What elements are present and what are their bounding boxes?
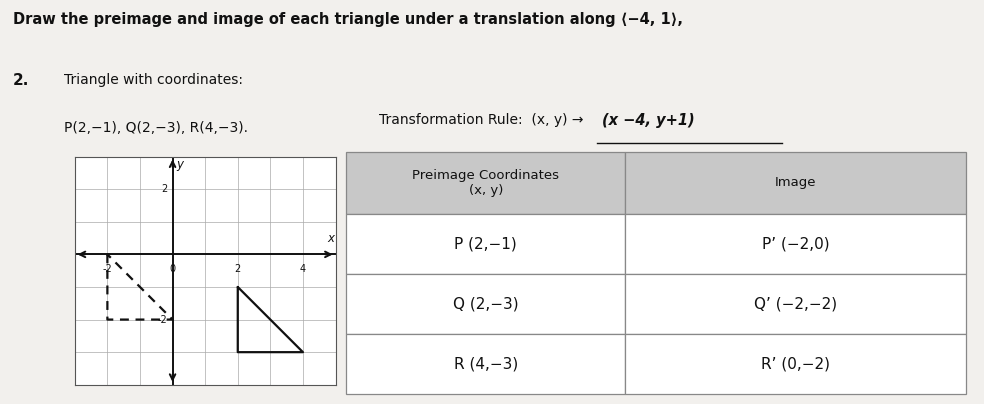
Text: P’ (−2,0): P’ (−2,0) (762, 237, 830, 252)
Text: P(2,−1), Q(2,−3), R(4,−3).: P(2,−1), Q(2,−3), R(4,−3). (64, 121, 248, 135)
Text: Image: Image (775, 176, 817, 189)
Text: Triangle with coordinates:: Triangle with coordinates: (64, 73, 243, 87)
Text: Preimage Coordinates
(x, y): Preimage Coordinates (x, y) (412, 169, 559, 197)
Text: y: y (176, 158, 183, 171)
Text: R’ (0,−2): R’ (0,−2) (762, 356, 830, 371)
Text: 2: 2 (161, 184, 167, 194)
Text: 0: 0 (169, 264, 175, 274)
Text: P (2,−1): P (2,−1) (455, 237, 518, 252)
Text: -2: -2 (157, 315, 167, 324)
Text: R (4,−3): R (4,−3) (454, 356, 518, 371)
Text: 2: 2 (234, 264, 241, 274)
Text: Draw the preimage and image of each triangle under a translation along ⟨−4, 1⟩,: Draw the preimage and image of each tria… (13, 12, 683, 27)
Text: 2.: 2. (13, 73, 30, 88)
Text: Transformation Rule:  (x, y) →: Transformation Rule: (x, y) → (379, 113, 584, 127)
Text: 4: 4 (300, 264, 306, 274)
Text: -2: -2 (102, 264, 112, 274)
Text: (x −4, y+1): (x −4, y+1) (602, 113, 695, 128)
Text: x: x (327, 231, 334, 244)
Text: Q (2,−3): Q (2,−3) (453, 297, 519, 311)
Text: Q’ (−2,−2): Q’ (−2,−2) (755, 297, 837, 311)
